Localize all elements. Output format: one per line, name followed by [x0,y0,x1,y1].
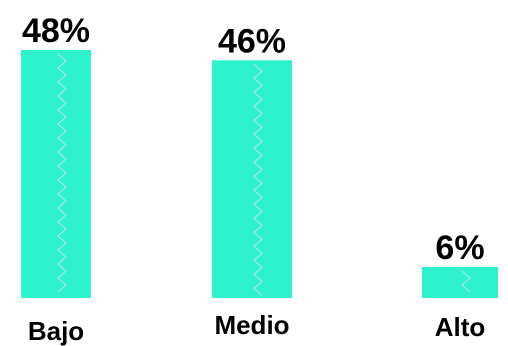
value-labels-group: 48% 46% 6% [22,12,485,267]
bar-alto [422,267,498,298]
category-label-bajo: Bajo [28,316,84,346]
bar-bajo [21,50,91,298]
value-label-medio: 46% [218,22,286,60]
category-label-medio: Medio [214,310,289,340]
category-label-alto: Alto [435,312,486,342]
bar-medio [212,60,292,299]
value-label-bajo: 48% [22,12,90,50]
bar-texture-alto [461,270,471,293]
bar-texture-medio [253,63,263,296]
bar-texture-bajo [57,53,67,293]
value-label-alto: 6% [435,229,484,267]
bars-group [21,50,498,299]
category-labels-group: Bajo Medio Alto [28,310,485,346]
